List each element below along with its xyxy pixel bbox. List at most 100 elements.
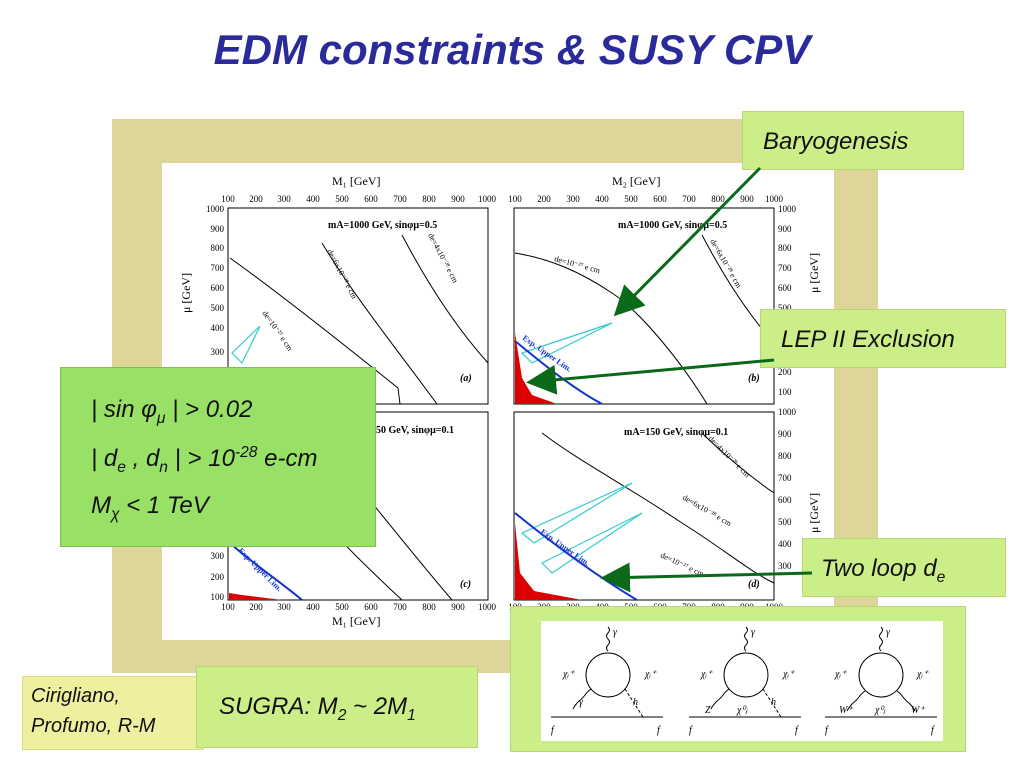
tick: 200 [211,572,225,582]
panel-a-label: (a) [460,373,472,384]
tick: 200 [778,367,792,377]
tick: 800 [422,602,436,612]
tick: 100 [221,194,235,204]
panel-b [513,207,775,405]
text: | > 0.02 [165,396,253,423]
gamma-label: γ [579,697,584,708]
tick: 600 [778,495,792,505]
chi-zero-label: χ⁰ⱼ [874,705,886,716]
tick: 1000 [765,194,784,204]
tick: 900 [211,224,225,234]
feynman-diagrams-box: γ χᵢ⁺ χᵢ⁺ γ h f f γ χᵢ⁺ χᵢ⁺ Z χ⁰ⱼ h f [510,606,966,752]
panel-c-label: (c) [460,579,471,590]
panel-b-title: mA=1000 GeV, sinφμ=0.5 [618,220,727,231]
lep-label: LEP II Exclusion [781,326,955,353]
tick: 300 [778,561,792,571]
tick: 700 [393,602,407,612]
f-label: f [931,725,935,736]
text: , d [125,445,160,472]
chi-zero-label: χ⁰ⱼ [736,705,748,716]
chi-label: χᵢ⁺ [834,669,847,680]
tick: 500 [211,303,225,313]
baryogenesis-arrow [613,166,762,317]
panel-b-red-region [515,333,557,404]
tick: 400 [778,539,792,549]
exponent: -28 [234,444,258,461]
top-axis-label-right: M₂ [GeV] [612,174,661,188]
panel-a-curve-3 [401,234,489,364]
y-axis-label-right: μ [GeV] [807,253,821,293]
feynman-diagram-2: γ χᵢ⁺ χᵢ⁺ Z χ⁰ⱼ h f f [689,626,801,736]
gamma-label: γ [886,627,891,638]
tick: 500 [335,602,349,612]
tick: 200 [249,602,263,612]
panel-d-cyan-region-2 [540,512,643,574]
Z-label: Z [705,705,711,716]
tick: 500 [335,194,349,204]
tick: 800 [778,451,792,461]
tick: 900 [778,224,792,234]
tick: 300 [277,194,291,204]
chi-label: χᵢ⁺ [700,669,713,680]
f-label: f [689,725,693,736]
phi-symbol: φ [141,396,157,423]
panel-b-exp-limit [514,340,603,405]
tick: 100 [508,194,522,204]
tick: 800 [778,243,792,253]
panel-d-cyan-region-1 [520,482,633,544]
text: SUGRA: M [219,693,338,720]
y-ticks-right: 1000 900 800 700 600 500 200 100 1000 90… [778,204,797,571]
tick: 600 [653,194,667,204]
subscript: 2 [337,706,347,724]
text: | sin [91,396,142,423]
panel-b-label: (b) [748,373,760,384]
y-ticks-left: 1000 900 800 700 600 500 400 300 [206,204,225,357]
panel-c-title: 50 GeV, sinφμ=0.1 [376,425,454,436]
tick: 900 [451,602,465,612]
W-label: W⁺ [839,705,853,716]
tick: 900 [451,194,465,204]
panel-a-curve-1 [229,257,401,405]
tick: 700 [778,473,792,483]
tick: 100 [221,602,235,612]
chi-label: χᵢ⁺ [562,669,575,680]
y-axis-label-right-bottom: μ [GeV] [807,493,821,533]
bottom-ticks-left: 100 200 300 400 500 600 700 800 900 1000 [221,602,496,612]
tick: 300 [277,602,291,612]
two-loop-callout: Two loop de [802,538,1006,597]
authors-line-1: Cirigliano, [31,685,120,707]
tick: 600 [364,602,378,612]
tick: 600 [778,283,792,293]
tick: 700 [778,263,792,273]
tick: 300 [211,347,225,357]
sugra-box: SUGRA: M2 ~ 2M1 [196,666,478,748]
lep-callout: LEP II Exclusion [760,309,1006,368]
constraints-box: | sin φμ | > 0.02 | de , dn | > 10-28 e-… [60,367,376,547]
tick: 800 [211,243,225,253]
panel-a-title: mA=1000 GeV, sinφμ=0.5 [328,220,437,231]
constraint-mass: Mχ < 1 TeV [91,492,209,524]
panel-d-label: (d) [748,579,760,590]
W-label: W⁺ [911,705,925,716]
panel-d-curve-2 [701,432,775,494]
h-label: h [633,697,638,708]
constraint-sin-phi: | sin φμ | > 0.02 [91,396,252,428]
baryogenesis-label: Baryogenesis [763,128,909,155]
tick: 800 [422,194,436,204]
tick: 400 [211,323,225,333]
panel-d [513,411,775,601]
tick: 500 [624,194,638,204]
f-label: f [795,725,799,736]
text: | d [91,445,118,472]
bottom-axis-label: M₁ [GeV] [332,614,381,628]
lep-arrow [526,358,775,395]
panel-d-red-region [515,523,582,600]
tick: 300 [211,551,225,561]
y-ticks-left-bottom: 300 200 100 [211,551,225,602]
two-loop-text: Two loop d [821,555,937,582]
text: M [91,492,111,519]
f-label: f [825,725,829,736]
tick: 600 [211,283,225,293]
constraint-edm: | de , dn | > 10-28 e-cm [91,444,317,477]
